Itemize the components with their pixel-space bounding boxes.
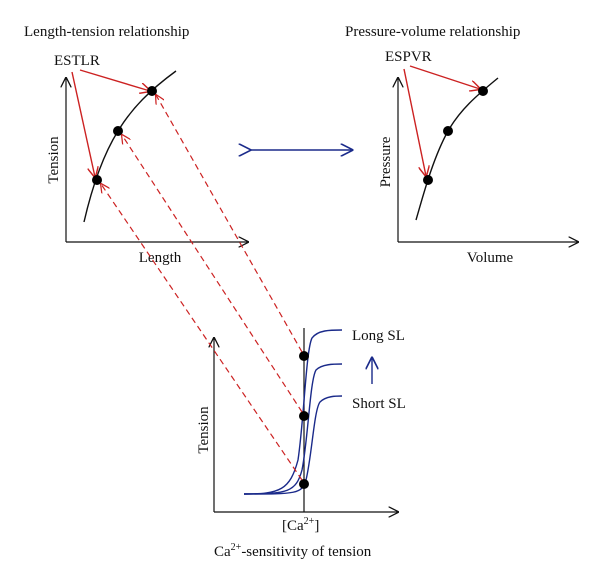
lt-xlabel: Length	[139, 250, 182, 266]
length-tension-title: Length-tension relationship	[24, 24, 189, 40]
connector-mid	[122, 135, 303, 413]
lt-point-mid	[113, 126, 123, 136]
ca-caption-rest: -sensitivity of tension	[241, 544, 371, 560]
ca-point-top	[299, 351, 309, 361]
dashed-connectors	[101, 95, 303, 481]
ca-ylabel: Tension	[196, 406, 212, 454]
connector-high	[156, 95, 303, 353]
ca-caption-main: Ca	[214, 544, 231, 560]
ca-xlabel-sup: 2+	[304, 516, 315, 527]
pv-point-high	[478, 86, 488, 96]
espvr-label: ESPVR	[385, 49, 432, 65]
lt-point-high	[147, 86, 157, 96]
espvr-arrow-top	[409, 65, 480, 89]
pv-point-low	[423, 175, 433, 185]
estlr-arrow-top	[79, 69, 150, 91]
ca-caption: Ca2+-sensitivity of tension	[214, 542, 372, 560]
calcium-panel: Tension Long SL Short SL [Ca2+] Ca2+-sen…	[196, 328, 406, 560]
pressure-volume-title: Pressure-volume relationship	[345, 24, 520, 40]
label-long-sl: Long SL	[352, 328, 405, 344]
ca-xlabel-close: ]	[314, 518, 319, 534]
estlr-label: ESTLR	[54, 53, 100, 69]
ca-xlabel: [Ca2+]	[282, 516, 319, 534]
pv-point-mid	[443, 126, 453, 136]
lt-point-low	[92, 175, 102, 185]
sigmoid-long-sl	[243, 329, 343, 495]
pv-curve	[415, 77, 499, 221]
pv-ylabel: Pressure	[378, 136, 394, 187]
label-short-sl: Short SL	[352, 396, 406, 412]
lt-curve	[83, 70, 177, 223]
ca-caption-sup: 2+	[231, 542, 242, 553]
pressure-volume-panel: Pressure-volume relationship Pressure Vo…	[345, 24, 578, 266]
pv-xlabel: Volume	[467, 250, 514, 266]
length-tension-panel: Length-tension relationship Tension Leng…	[24, 24, 248, 266]
espvr-arrow-bottom	[403, 68, 426, 176]
ca-point-mid	[299, 411, 309, 421]
ca-point-low	[299, 479, 309, 489]
ca-xlabel-main: [Ca	[282, 518, 304, 534]
estlr-arrow-bottom	[71, 71, 95, 177]
sigmoid-short-sl	[243, 395, 343, 495]
lt-ylabel: Tension	[46, 136, 62, 184]
